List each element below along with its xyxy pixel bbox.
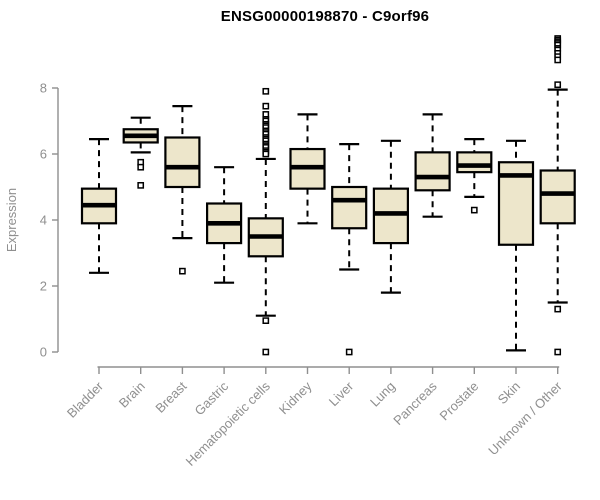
iqr-box (331, 185, 368, 230)
chart-title: ENSG00000198870 - C9orf96 (220, 8, 430, 25)
outlier-point (554, 305, 562, 313)
outlier-point (262, 102, 270, 110)
iqr-box (456, 151, 493, 174)
box-group-liver (331, 143, 368, 356)
x-axis-category-label: Breast (152, 378, 189, 415)
outlier-point (262, 87, 270, 95)
box-group-bladder (80, 138, 118, 274)
outlier-point (345, 348, 353, 356)
iqr-box (164, 136, 201, 189)
outlier-point (554, 348, 562, 356)
y-axis-tick-label: 2 (40, 279, 47, 294)
x-axis-category-label: Unknown / Other (485, 378, 565, 458)
box-group-prostate (456, 138, 493, 214)
x-axis-category-label: Pancreas (390, 378, 440, 428)
box-group-brain (122, 116, 159, 189)
box-group-breast (164, 105, 201, 275)
iqr-box (414, 151, 451, 192)
box-group-hematopoietic-cells (247, 87, 284, 356)
outlier-point (137, 182, 145, 189)
box-group-kidney (289, 113, 326, 225)
x-axis-category-label: Kidney (276, 378, 315, 417)
outlier-point (470, 206, 478, 214)
x-axis-category-label: Prostate (437, 379, 482, 424)
iqr-box (372, 187, 409, 245)
outlier-point (554, 81, 562, 89)
outlier-point (262, 317, 270, 324)
outlier-point (262, 348, 270, 356)
box-group-gastric (206, 166, 243, 284)
y-axis-tick-label: 4 (40, 213, 47, 228)
x-axis-category-label: Bladder (64, 378, 107, 421)
y-axis-tick-label: 0 (40, 345, 47, 360)
outlier-point (137, 163, 145, 171)
y-axis-tick-label: 8 (40, 81, 47, 96)
outlier-point (554, 56, 562, 64)
box-group-pancreas (414, 113, 451, 218)
x-axis-category-label: Lung (367, 379, 398, 410)
x-axis-category-label: Gastric (192, 378, 232, 418)
box-group-lung (372, 139, 409, 294)
x-axis-category-label: Skin (495, 379, 523, 407)
box-group-unknown-other (539, 35, 576, 356)
outlier-point (262, 150, 270, 158)
iqr-box (539, 169, 576, 225)
x-axis-category-label: Brain (116, 379, 148, 411)
y-axis-title: Expression (4, 188, 19, 252)
box-group-skin (497, 139, 535, 352)
x-axis-category-label: Liver (326, 378, 357, 409)
y-axis-tick-label: 6 (40, 147, 47, 162)
outlier-point (179, 267, 186, 275)
